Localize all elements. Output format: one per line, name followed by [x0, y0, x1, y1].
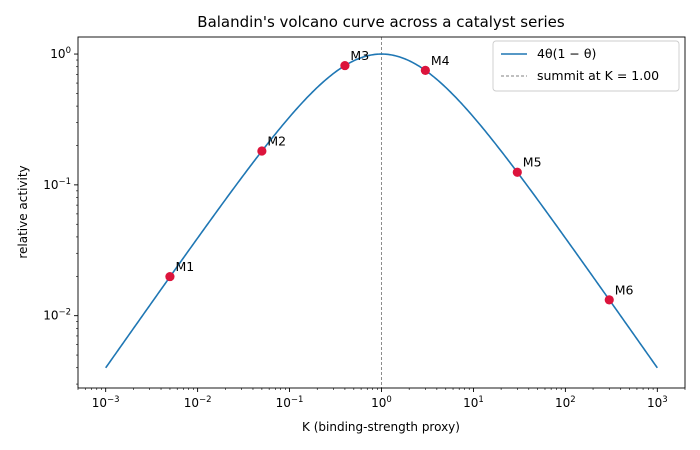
data-point-m2: [257, 146, 267, 156]
x-tick-label: 10−3: [92, 395, 120, 410]
legend-label-curve: 4θ(1 − θ): [537, 46, 596, 61]
data-points: M1 M2 M3 M4 M5 M6: [165, 48, 634, 305]
volcano-curve-line: [105, 53, 658, 369]
y-axis-label: relative activity: [16, 165, 30, 258]
x-tick-label: 10−1: [276, 395, 304, 410]
legend-label-summit: summit at K = 1.00: [537, 68, 659, 83]
plot-frame: [77, 36, 686, 389]
data-point-m3: [340, 60, 350, 71]
point-label-m2: M2: [267, 134, 286, 149]
data-point-m5: [512, 167, 522, 177]
point-label-m1: M1: [175, 259, 194, 274]
point-label-m4: M4: [431, 53, 450, 68]
data-point-m6: [604, 295, 614, 305]
x-tick-label: 100: [371, 395, 392, 410]
x-axis-label: K (binding-strength proxy): [302, 420, 460, 434]
x-tick-label: 102: [555, 395, 576, 410]
chart-title: Balandin's volcano curve across a cataly…: [197, 13, 565, 31]
x-tick-label: 103: [647, 395, 668, 410]
point-label-m5: M5: [523, 155, 542, 170]
legend-box: [492, 40, 680, 92]
point-label-m3: M3: [350, 48, 369, 63]
y-tick-label: 100: [50, 46, 71, 61]
data-point-m4: [420, 65, 430, 75]
legend: 4θ(1 − θ) summit at K = 1.00: [492, 40, 680, 92]
data-point-m1: [165, 271, 175, 282]
y-tick-label: 10−1: [43, 177, 71, 192]
y-tick-label: 10−2: [43, 308, 71, 323]
point-label-m6: M6: [615, 282, 634, 297]
axis-ticks: 10−3 10−2 10−1 100 101 102 103 10−2 10−1 100: [43, 46, 686, 410]
x-tick-label: 10−2: [184, 395, 212, 410]
x-tick-label: 101: [463, 395, 484, 410]
